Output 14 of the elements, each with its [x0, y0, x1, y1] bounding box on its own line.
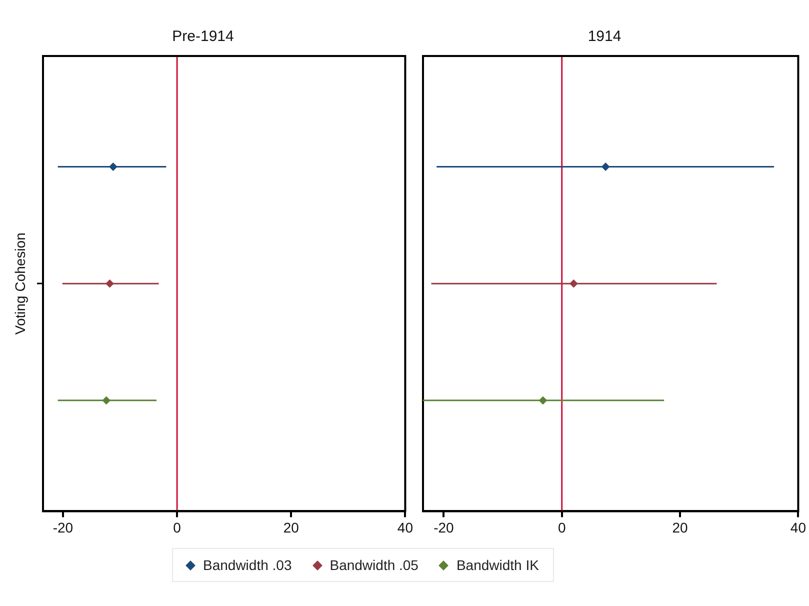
x-tick-label: 0: [173, 519, 182, 536]
x-tick-label: 20: [672, 519, 688, 536]
x-tick-label: -20: [434, 519, 454, 536]
legend-label: Bandwidth .05: [330, 557, 418, 573]
x-tick-label: 0: [558, 519, 566, 536]
legend-label: Bandwidth .03: [203, 557, 292, 573]
x-tick-label: -20: [52, 519, 74, 536]
chart-title: 1914: [588, 28, 622, 46]
x-tick-label: 20: [283, 519, 300, 536]
y-tick-label: Voting Cohesion: [12, 232, 28, 335]
x-tick-label: 40: [397, 519, 414, 536]
chart-title: Pre-1914: [172, 28, 234, 46]
x-tick-label: 40: [790, 519, 806, 536]
legend-label: Bandwidth IK: [456, 557, 539, 573]
